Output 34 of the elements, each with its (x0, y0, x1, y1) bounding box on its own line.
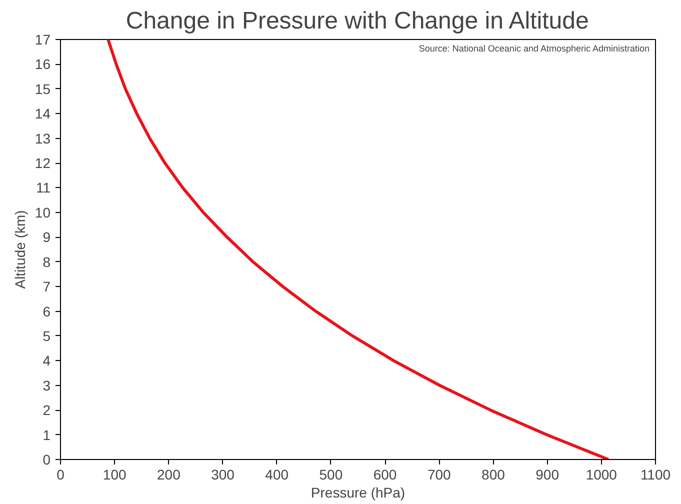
y-tick-label: 6 (42, 303, 51, 320)
y-tick-label: 13 (34, 130, 51, 146)
x-tick-label: 500 (319, 466, 343, 482)
y-tick-label: 3 (42, 377, 51, 394)
x-tick-label: 1100 (640, 466, 671, 482)
y-tick-label: 11 (36, 180, 51, 196)
x-tick-label: 0 (56, 466, 65, 482)
y-tick-label: 16 (34, 56, 51, 72)
x-tick-label: 100 (102, 466, 126, 482)
y-tick-label: 8 (42, 254, 51, 270)
x-tick-label: 700 (427, 466, 452, 482)
y-tick-label: 12 (34, 155, 51, 172)
x-tick-label: 800 (482, 466, 506, 482)
annotation: Source: National Oceanic and Atmospheric Administration (418, 44, 650, 54)
y-tick-label: 9 (42, 229, 51, 246)
x-axis-title: Pressure (hPa) (310, 484, 406, 500)
y-tick-label: 5 (42, 328, 51, 344)
x-tick-label: 400 (265, 466, 289, 482)
y-axis-title: Altitude (km) (12, 210, 28, 289)
y-tick-label: 15 (34, 80, 51, 97)
y-tick-label: 17 (34, 32, 51, 48)
x-tick-label: 200 (157, 466, 181, 482)
x-tick-label: 900 (536, 466, 560, 482)
y-tick-label: 1 (42, 426, 51, 443)
y-tick-label: 4 (42, 352, 51, 369)
x-tick-label: 300 (211, 466, 235, 482)
y-tick-label: 2 (42, 402, 51, 418)
x-tick-label: 1000 (586, 466, 618, 482)
y-tick-label: 14 (34, 106, 51, 122)
chart-title: Change in Pressure with Change in Altitude (126, 8, 589, 34)
y-tick-label: 7 (42, 278, 51, 295)
y-tick-label: 0 (42, 452, 51, 468)
x-tick-label: 600 (373, 466, 397, 482)
y-tick-label: 10 (34, 204, 51, 220)
